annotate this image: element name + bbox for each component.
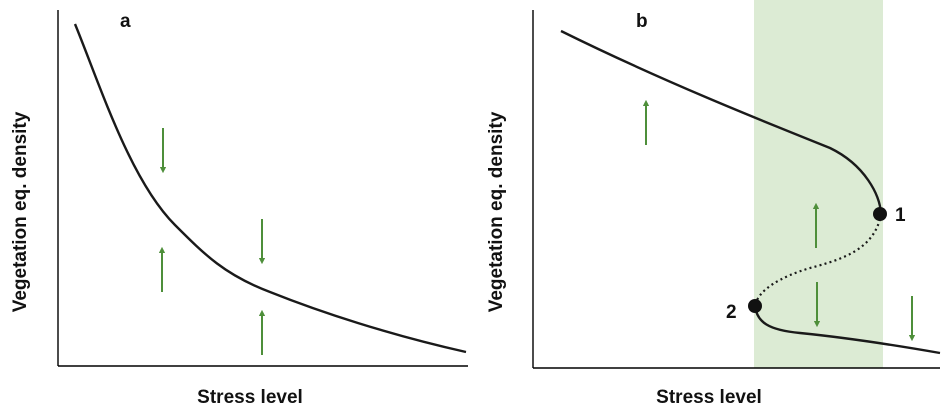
panel-a: a Stress level Vegetation eq. density (10, 10, 468, 408)
panel-a-letter: a (120, 11, 131, 32)
panel-b-tipping-point-1 (873, 207, 887, 221)
panel-b-letter: b (636, 11, 648, 32)
panel-b-tipping-point-2 (748, 299, 762, 313)
panel-b-x-label: Stress level (656, 387, 762, 408)
panel-b-point-1-label: 1 (895, 205, 906, 226)
panel-a-equilibrium-curve (73, 23, 467, 354)
panel-a-x-label: Stress level (197, 387, 303, 408)
panel-b-point-2-label: 2 (726, 302, 737, 323)
panel-b-unstable-branch (753, 213, 883, 307)
panel-b: 1 2 b Stress level Vegetation eq. densit… (486, 0, 941, 408)
panel-b-upper-branch (560, 29, 883, 215)
panel-b-y-label: Vegetation eq. density (486, 111, 507, 312)
panel-a-y-label: Vegetation eq. density (10, 111, 31, 312)
panel-b-bistable-band (754, 0, 883, 368)
panel-b-lower-branch (753, 305, 941, 355)
